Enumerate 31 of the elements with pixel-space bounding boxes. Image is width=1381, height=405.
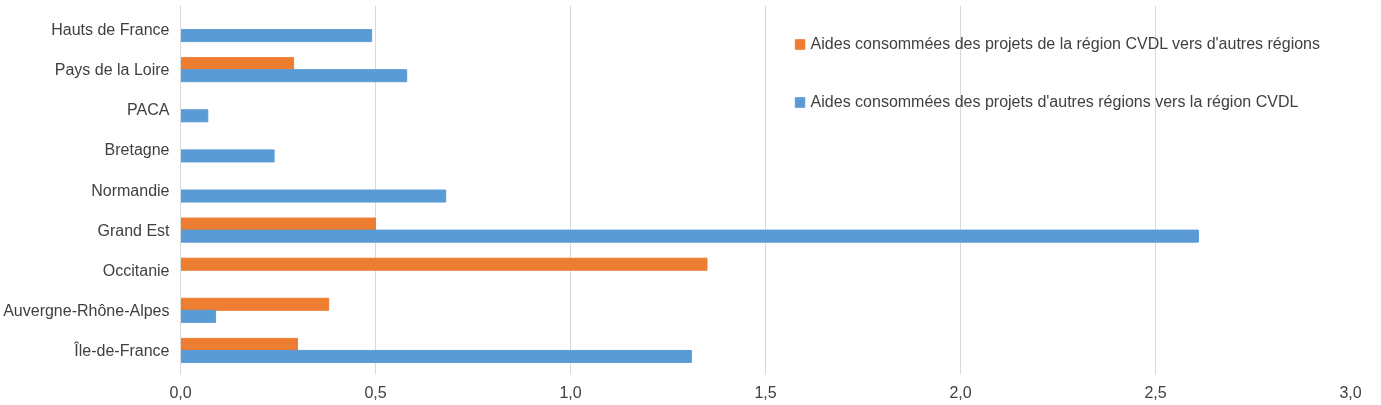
bar	[180, 69, 408, 83]
bar	[180, 309, 217, 323]
bar	[180, 149, 275, 163]
y-tick-label: Pays de la Loire	[54, 61, 170, 79]
x-tick-label: 1,5	[754, 383, 777, 401]
x-tick-label: 3,0	[1339, 383, 1362, 401]
y-tick-label: Île-de-France	[73, 340, 170, 359]
y-tick-label: Grand Est	[97, 221, 171, 239]
bar	[180, 229, 1199, 243]
bar	[180, 257, 708, 271]
bar	[180, 189, 447, 203]
bar	[180, 57, 295, 71]
y-tick-label: Bretagne	[104, 141, 170, 159]
x-tick-label: 0,0	[169, 383, 192, 401]
x-tick-label: 2,0	[949, 383, 972, 401]
bar	[180, 297, 330, 311]
legend-label: Aides consommées des projets d'autres régions vers la région CVDL	[810, 93, 1299, 111]
bar	[180, 337, 298, 351]
legend-label: Aides consommées des projets de la région CVDL vers d'autres régions	[810, 35, 1320, 53]
y-tick-label: Occitanie	[102, 261, 170, 279]
x-tick-label: 0,5	[364, 383, 387, 401]
bar	[180, 217, 376, 231]
y-tick-label: Auvergne-Rhône-Alpes	[3, 301, 170, 319]
y-tick-label: Normandie	[91, 181, 170, 199]
y-tick-label: Hauts de France	[51, 21, 170, 39]
x-tick-label: 2,5	[1144, 383, 1167, 401]
bar	[180, 29, 373, 43]
x-tick-label: 1,0	[559, 383, 582, 401]
y-tick-label: PACA	[127, 101, 170, 119]
bar	[180, 109, 209, 123]
bar	[180, 349, 692, 363]
